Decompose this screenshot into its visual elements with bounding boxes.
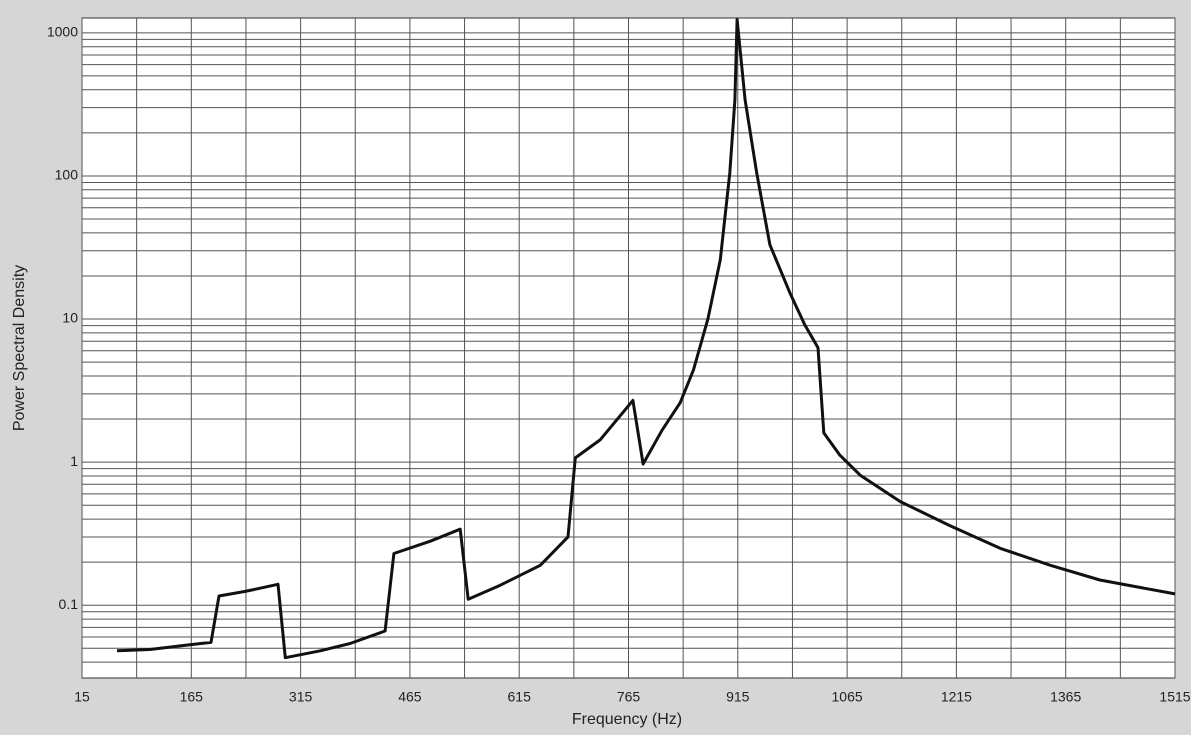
x-tick-label: 1515 [1159, 689, 1190, 705]
x-tick-label: 15 [74, 689, 90, 705]
x-tick-label: 765 [617, 689, 641, 705]
x-axis-label: Frequency (Hz) [572, 711, 682, 728]
y-tick-label: 0.1 [59, 596, 79, 612]
y-tick-label: 100 [55, 167, 79, 183]
y-axis-label: Power Spectral Density [11, 265, 28, 431]
y-tick-label: 1 [70, 453, 78, 469]
x-tick-label: 1065 [832, 689, 863, 705]
x-tick-label: 315 [289, 689, 313, 705]
x-tick-label: 1215 [941, 689, 972, 705]
data-line [116, 18, 1176, 660]
x-tick-label: 915 [726, 689, 750, 705]
y-tick-label: 10 [62, 310, 78, 326]
x-tick-label: 465 [398, 689, 422, 705]
x-tick-label: 165 [180, 689, 204, 705]
y-tick-label: 1000 [47, 24, 78, 40]
x-tick-label: 615 [508, 689, 532, 705]
x-tick-label: 1365 [1050, 689, 1081, 705]
